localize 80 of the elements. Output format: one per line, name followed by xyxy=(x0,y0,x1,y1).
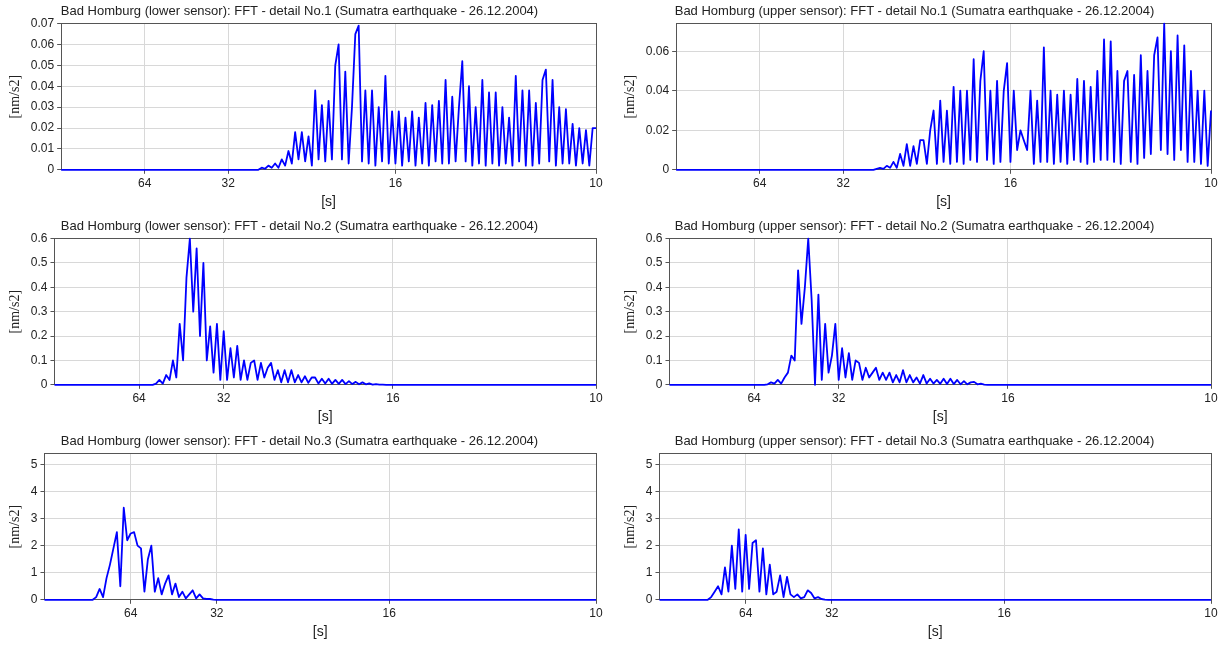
y-axis-title: [nm/s2] xyxy=(7,74,23,119)
x-tick-label: 16 xyxy=(388,176,403,191)
y-tick-label: 0.5 xyxy=(30,255,48,270)
y-tick-label: 0.4 xyxy=(645,279,663,294)
y-tick-label: 0.01 xyxy=(30,141,55,156)
x-tick-label: 64 xyxy=(738,606,753,621)
x-tick-label: 64 xyxy=(138,176,152,191)
y-tick-label: 0 xyxy=(662,162,670,177)
x-axis-title: [s] xyxy=(317,408,333,425)
y-tick-label: 0.03 xyxy=(30,99,55,114)
x-tick-label: 16 xyxy=(386,391,400,406)
y-tick-label: 5 xyxy=(30,456,38,471)
y-tick-label: 0 xyxy=(655,377,663,392)
x-tick-label: 32 xyxy=(832,391,846,406)
x-axis-title: [s] xyxy=(932,408,948,425)
x-tick-label: 10 xyxy=(589,606,603,621)
y-tick-label: 0.4 xyxy=(30,279,48,294)
y-tick-label: 2 xyxy=(645,537,653,552)
y-tick-label: 0.06 xyxy=(645,43,670,58)
chart-title: Bad Homburg (lower sensor): FFT - detail No.3 (Sumatra earthquake - 26.12.2004) xyxy=(60,433,539,449)
chart-title: Bad Homburg (lower sensor): FFT - detail No.1 (Sumatra earthquake - 26.12.2004) xyxy=(60,3,539,19)
y-tick-label: 0.07 xyxy=(30,15,55,30)
y-tick-label: 0.5 xyxy=(645,255,663,270)
chart-title: Bad Homburg (upper sensor): FFT - detail No.1 (Sumatra earthquake - 26.12.2004) xyxy=(674,3,1155,19)
y-tick-label: 5 xyxy=(645,456,653,471)
y-tick-label: 0.05 xyxy=(30,57,55,72)
x-tick-label: 10 xyxy=(1204,606,1218,621)
x-tick-label: 10 xyxy=(1204,391,1218,406)
y-tick-label: 4 xyxy=(645,483,653,498)
y-tick-label: 0.6 xyxy=(30,230,48,245)
y-axis-title: [nm/s2] xyxy=(622,289,638,334)
y-tick-label: 0.1 xyxy=(645,352,663,367)
y-axis-title: [nm/s2] xyxy=(7,289,23,334)
y-tick-label: 3 xyxy=(30,510,38,525)
x-tick-label: 64 xyxy=(123,606,138,621)
y-tick-label: 0.06 xyxy=(30,36,55,51)
x-tick-label: 10 xyxy=(589,176,603,191)
x-tick-label: 32 xyxy=(221,176,236,191)
chart-title: Bad Homburg (upper sensor): FFT - detail No.3 (Sumatra earthquake - 26.12.2004) xyxy=(674,433,1155,449)
x-tick-label: 16 xyxy=(1001,391,1015,406)
x-tick-label: 32 xyxy=(210,606,224,621)
chart-title: Bad Homburg (upper sensor): FFT - detail No.2 (Sumatra earthquake - 26.12.2004) xyxy=(674,218,1155,234)
x-axis-title: [s] xyxy=(936,193,951,210)
x-tick-label: 16 xyxy=(997,606,1012,621)
y-tick-label: 0.6 xyxy=(645,230,663,245)
y-tick-label: 0 xyxy=(40,377,48,392)
x-tick-label: 16 xyxy=(1003,176,1018,191)
y-axis-title: [nm/s2] xyxy=(7,504,23,549)
x-tick-label: 64 xyxy=(753,176,767,191)
y-tick-label: 0.02 xyxy=(30,120,55,135)
y-tick-label: 2 xyxy=(30,537,38,552)
y-tick-label: 0.02 xyxy=(645,122,670,137)
y-tick-label: 0 xyxy=(30,592,38,607)
y-tick-label: 0.04 xyxy=(30,78,55,93)
y-tick-label: 3 xyxy=(645,510,653,525)
x-tick-label: 64 xyxy=(132,391,147,406)
chart-title: Bad Homburg (lower sensor): FFT - detail No.2 (Sumatra earthquake - 26.12.2004) xyxy=(60,218,539,234)
y-tick-label: 0.2 xyxy=(645,328,663,343)
y-tick-label: 0.2 xyxy=(30,328,48,343)
x-tick-label: 10 xyxy=(1204,176,1218,191)
x-tick-label: 32 xyxy=(825,606,839,621)
y-tick-label: 0.3 xyxy=(645,304,663,319)
y-tick-label: 0.3 xyxy=(30,304,48,319)
x-axis-title: [s] xyxy=(927,623,943,640)
x-tick-label: 32 xyxy=(217,391,231,406)
y-tick-label: 1 xyxy=(645,565,653,580)
y-tick-label: 0.1 xyxy=(30,352,48,367)
x-tick-label: 10 xyxy=(589,391,603,406)
y-tick-label: 1 xyxy=(30,565,38,580)
y-tick-label: 0.04 xyxy=(645,83,670,98)
y-tick-label: 0 xyxy=(645,592,653,607)
x-tick-label: 64 xyxy=(747,391,762,406)
x-tick-label: 32 xyxy=(836,176,851,191)
y-tick-label: 4 xyxy=(30,483,38,498)
x-axis-title: [s] xyxy=(312,623,328,640)
y-tick-label: 0 xyxy=(47,162,55,177)
x-axis-title: [s] xyxy=(321,193,336,210)
y-axis-title: [nm/s2] xyxy=(622,504,638,549)
y-axis-title: [nm/s2] xyxy=(622,74,638,119)
x-tick-label: 16 xyxy=(382,606,397,621)
